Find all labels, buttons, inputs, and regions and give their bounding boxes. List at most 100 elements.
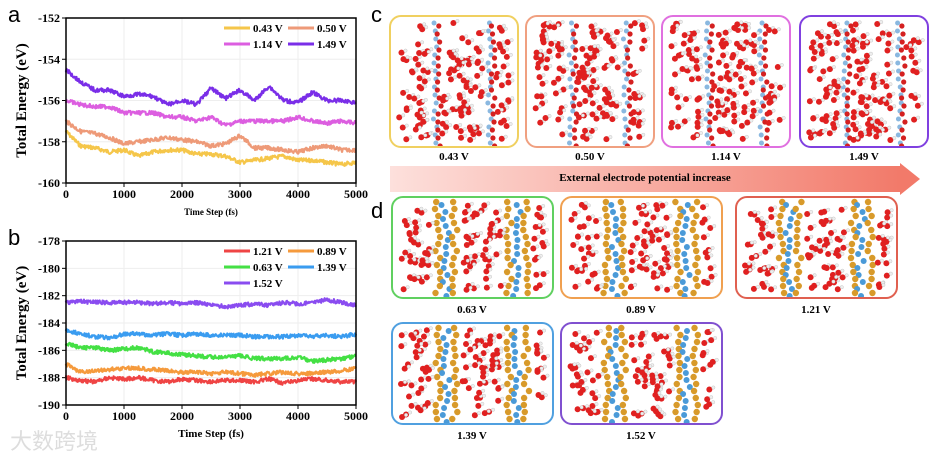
slab-atom <box>707 55 713 61</box>
oxygen-atom <box>461 378 468 385</box>
slab-atom <box>710 71 716 77</box>
series-line-089V <box>64 362 357 378</box>
hydrogen-atom <box>755 69 760 74</box>
oxygen-atom <box>559 131 566 138</box>
oxygen-atom <box>858 99 865 106</box>
hydrogen-atom <box>451 48 456 53</box>
slab-atom <box>608 202 615 208</box>
oxygen-atom <box>420 118 427 125</box>
oxygen-atom <box>850 89 857 96</box>
slab-atom <box>693 198 701 206</box>
oxygen-atom <box>408 382 415 389</box>
oxygen-atom <box>482 256 489 263</box>
oxygen-atom <box>736 44 743 51</box>
hydrogen-atom <box>403 342 408 347</box>
slab-atom <box>619 359 626 367</box>
hydrogen-atom <box>888 82 893 87</box>
hydrogen-atom <box>486 409 491 414</box>
hydrogen-atom <box>502 282 507 286</box>
oxygen-atom <box>915 39 922 46</box>
hydrogen-atom <box>648 209 653 214</box>
structure-box-c <box>661 15 791 148</box>
oxygen-atom <box>456 72 463 79</box>
oxygen-atom <box>408 68 415 75</box>
slab-atom <box>894 28 900 34</box>
oxygen-atom <box>497 44 504 51</box>
hydrogen-atom <box>548 64 553 68</box>
oxygen-atom <box>473 394 480 401</box>
hydrogen-atom <box>418 223 423 228</box>
oxygen-atom <box>765 119 772 126</box>
slab-atom <box>864 247 871 255</box>
hydrogen-atom <box>408 410 412 415</box>
oxygen-atom <box>500 117 507 124</box>
oxygen-atom <box>582 127 589 134</box>
hydrogen-atom <box>636 19 641 24</box>
oxygen-atom <box>568 216 575 223</box>
oxygen-atom <box>585 244 592 251</box>
slab-atom <box>567 76 573 82</box>
oxygen-atom <box>808 44 815 51</box>
oxygen-atom <box>863 52 870 59</box>
oxygen-atom <box>644 221 651 228</box>
hydrogen-atom <box>811 128 816 133</box>
oxygen-atom <box>534 349 541 356</box>
slab-atom <box>491 55 498 61</box>
hydrogen-atom <box>430 261 435 265</box>
hydrogen-atom <box>700 107 704 112</box>
hydrogen-atom <box>890 39 895 44</box>
hydrogen-atom <box>501 332 506 337</box>
oxygen-atom <box>777 84 784 91</box>
oxygen-atom <box>849 27 856 34</box>
oxygen-atom <box>681 118 688 125</box>
hydrogen-atom <box>562 108 567 113</box>
oxygen-atom <box>760 220 767 227</box>
hydrogen-atom <box>587 261 591 266</box>
structure-label: 0.50 V <box>575 151 605 163</box>
hydrogen-atom <box>755 98 760 103</box>
hydrogen-atom <box>479 231 483 235</box>
slab-atom <box>435 111 441 117</box>
hydrogen-atom <box>828 85 833 90</box>
oxygen-atom <box>634 235 641 242</box>
slab-atom <box>901 55 907 61</box>
hydrogen-atom <box>663 225 667 230</box>
hydrogen-atom <box>737 70 742 75</box>
oxygen-atom <box>557 109 564 116</box>
slab-atom <box>764 135 770 141</box>
hydrogen-atom <box>865 32 870 37</box>
hydrogen-atom <box>821 97 825 102</box>
hydrogen-atom <box>657 259 662 264</box>
oxygen-atom <box>908 47 915 54</box>
hydrogen-atom <box>671 361 676 366</box>
slab-atom <box>436 233 444 241</box>
hydrogen-atom <box>478 123 483 128</box>
oxygen-atom <box>425 375 432 382</box>
hydrogen-atom <box>699 131 703 135</box>
panel-label: b <box>8 225 20 250</box>
slab-atom <box>708 103 715 109</box>
slab-atom <box>624 76 630 82</box>
hydrogen-atom <box>482 379 486 384</box>
oxygen-atom <box>830 97 837 104</box>
oxygen-atom <box>835 269 842 276</box>
hydrogen-atom <box>752 210 757 214</box>
oxygen-atom <box>675 52 682 59</box>
slab-atom <box>603 275 611 283</box>
hydrogen-atom <box>429 249 434 254</box>
hydrogen-atom <box>468 77 473 82</box>
slab-atom <box>760 103 767 109</box>
hydrogen-atom <box>735 51 740 55</box>
hydrogen-atom <box>611 93 616 98</box>
oxygen-atom <box>694 119 701 126</box>
oxygen-atom <box>712 114 719 121</box>
slab-atom <box>683 377 690 383</box>
hydrogen-atom <box>766 282 770 287</box>
hydrogen-atom <box>641 132 646 137</box>
hydrogen-atom <box>772 242 776 247</box>
x-tick-label: 1000 <box>112 409 136 423</box>
slab-atom <box>704 84 710 90</box>
slab-atom <box>601 205 609 213</box>
hydrogen-atom <box>655 404 660 409</box>
hydrogen-atom <box>725 51 730 56</box>
